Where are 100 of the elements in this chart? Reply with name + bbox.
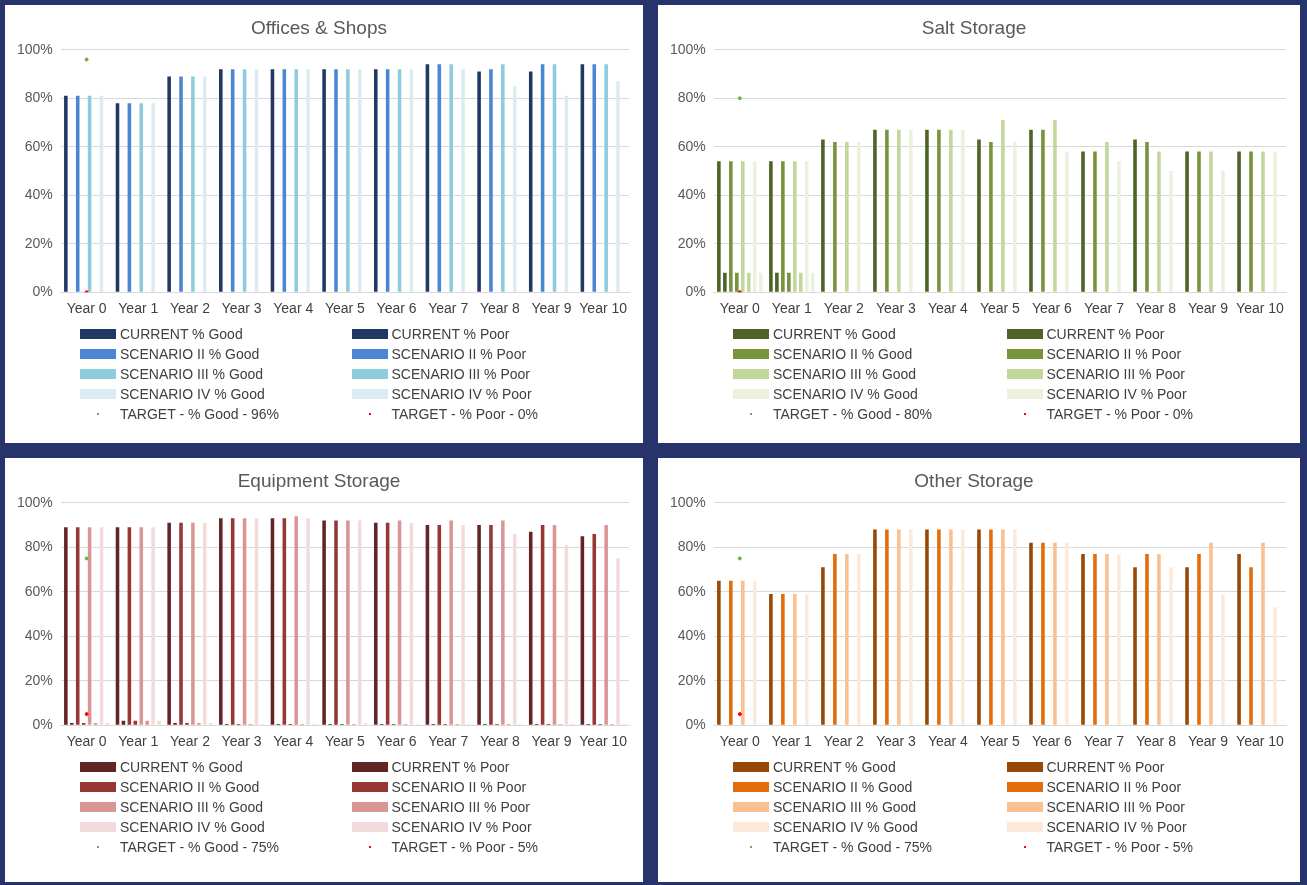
bar [489, 525, 493, 725]
bar [64, 527, 68, 725]
legend-label: TARGET - % Poor - 0% [1046, 406, 1194, 422]
bar [833, 553, 837, 725]
bar [64, 95, 68, 292]
bar [1209, 542, 1213, 725]
bar [752, 161, 757, 292]
x-tick-label: Year 1 [771, 300, 813, 317]
y-tick-label: 0% [32, 716, 53, 733]
bar [167, 76, 171, 292]
bar [897, 529, 901, 725]
y-tick-label: 100% [16, 493, 53, 510]
bar [322, 69, 326, 292]
bar [191, 76, 195, 292]
y-tick-label: 40% [677, 627, 706, 644]
bar [977, 529, 981, 725]
bar [1185, 567, 1189, 725]
y-tick-label: 80% [24, 538, 53, 555]
legend-label: TARGET - % Poor - 5% [391, 839, 539, 855]
bar [1093, 553, 1097, 725]
legend-label: SCENARIO II % Poor [391, 346, 527, 362]
x-tick-label: Year 2 [823, 300, 865, 317]
y-tick-label: 80% [677, 89, 706, 106]
bar [477, 71, 481, 292]
bar [528, 531, 533, 725]
y-tick-label: 40% [24, 627, 53, 644]
bar [604, 525, 608, 725]
bar [746, 272, 751, 292]
x-tick-label: Year 9 [1187, 300, 1229, 317]
bar [961, 529, 965, 725]
bar [294, 516, 298, 725]
x-tick-label: Year 8 [479, 300, 521, 317]
legend-label: CURRENT % Good [120, 759, 243, 775]
bar [937, 529, 941, 725]
x-tick-label: Year 6 [376, 733, 417, 750]
legend-label: SCENARIO II % Good [773, 346, 913, 362]
bar [804, 593, 809, 725]
bar [793, 161, 797, 292]
legend-label: SCENARIO III % Poor [1046, 799, 1185, 815]
x-tick-label: Year 4 [273, 300, 314, 317]
x-tick-label: Year 4 [927, 300, 969, 317]
bar [528, 71, 533, 292]
bar [977, 139, 981, 292]
bar [1157, 151, 1161, 292]
legend-label: SCENARIO IV % Good [120, 819, 265, 835]
bar [306, 69, 310, 292]
bar [857, 553, 861, 725]
bar [1029, 542, 1033, 725]
bar [1249, 567, 1253, 725]
legend-label: SCENARIO III % Poor [1046, 366, 1185, 382]
bar [729, 580, 733, 725]
legend-label: SCENARIO III % Good [120, 366, 264, 382]
x-tick-label: Year 3 [221, 733, 262, 750]
legend-label: TARGET - % Good - 75% [773, 839, 932, 855]
bar [306, 518, 310, 725]
y-tick-label: 100% [669, 40, 706, 57]
x-tick-label: Year 6 [1031, 733, 1073, 750]
bar [1105, 553, 1109, 725]
legend-label: SCENARIO III % Poor [391, 799, 530, 815]
bar [373, 69, 378, 292]
bar [157, 720, 161, 725]
legend-label: CURRENT % Poor [1046, 326, 1165, 342]
bar [592, 64, 597, 292]
bar [489, 69, 493, 292]
bar [799, 272, 803, 292]
y-tick-label: 100% [669, 493, 706, 510]
legend-label: SCENARIO IV % Good [120, 386, 265, 402]
bar [961, 129, 965, 292]
legend-label: SCENARIO IV % Poor [391, 819, 532, 835]
bar [1261, 542, 1265, 725]
bar [781, 161, 785, 292]
bar [75, 95, 80, 292]
bar [1065, 151, 1069, 292]
bar [219, 518, 223, 725]
legend-label: SCENARIO II % Poor [391, 779, 527, 795]
bar [717, 161, 721, 292]
bar [741, 580, 745, 725]
x-tick-label: Year 7 [1083, 300, 1125, 317]
bar [873, 129, 877, 292]
bar [1169, 567, 1173, 725]
y-tick-label: 40% [24, 186, 53, 203]
bar [1041, 542, 1045, 725]
bar [1273, 151, 1277, 292]
bar [1053, 120, 1057, 292]
bar [1249, 151, 1253, 292]
bar [758, 272, 763, 292]
bar [461, 525, 465, 725]
bar [334, 520, 338, 725]
bar [804, 161, 809, 292]
bar [501, 64, 505, 292]
y-tick-label: 60% [24, 582, 53, 599]
bar [729, 161, 733, 292]
bar [1221, 171, 1225, 292]
bar [1261, 151, 1265, 292]
bar [346, 69, 350, 292]
bar [1117, 161, 1121, 292]
bar [151, 103, 155, 292]
x-tick-label: Year 8 [1135, 733, 1177, 750]
bar [501, 520, 505, 725]
bar [752, 580, 757, 725]
